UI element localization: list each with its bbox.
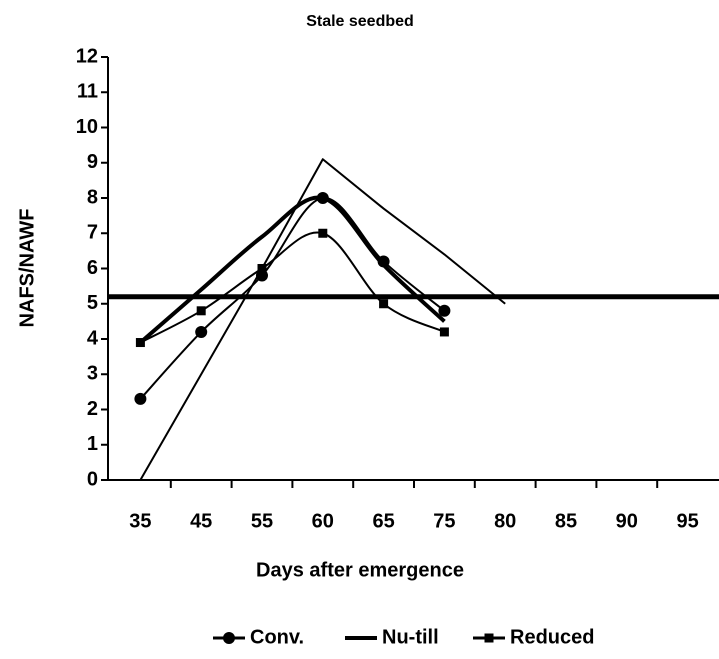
legend-label: Conv. xyxy=(250,626,304,648)
x-tick-label: 60 xyxy=(312,510,334,532)
y-tick-label: 0 xyxy=(87,468,98,490)
y-tick-label: 4 xyxy=(87,327,99,349)
data-point xyxy=(134,392,147,405)
legend-label: Nu-till xyxy=(382,626,439,648)
legend-marker xyxy=(223,632,235,644)
y-tick-label: 12 xyxy=(76,45,98,67)
y-tick-label: 11 xyxy=(77,81,98,103)
data-point xyxy=(196,306,206,316)
y-tick-label: 8 xyxy=(87,186,98,208)
x-axis-title: Days after emergence xyxy=(256,559,464,581)
y-tick-label: 5 xyxy=(87,292,98,314)
y-tick-label: 6 xyxy=(87,257,98,279)
y-tick-label: 3 xyxy=(87,363,98,385)
data-point xyxy=(379,299,389,309)
x-tick-label: 45 xyxy=(190,510,212,532)
y-tick-label: 9 xyxy=(87,151,98,173)
data-point xyxy=(438,304,451,317)
chart-title: Stale seedbed xyxy=(306,13,414,30)
series-line xyxy=(139,195,446,345)
x-tick-label: 90 xyxy=(616,510,638,532)
series-line xyxy=(139,231,445,344)
x-tick-label: 35 xyxy=(129,510,151,532)
y-tick-label: 10 xyxy=(76,116,98,138)
x-tick-label: 55 xyxy=(251,510,273,532)
y-tick-label: 1 xyxy=(87,433,98,455)
y-tick-label: 7 xyxy=(87,222,98,244)
y-axis-title: NAFS/NAWF xyxy=(16,209,38,328)
data-point xyxy=(195,325,208,338)
series-line xyxy=(139,158,506,481)
x-tick-label: 85 xyxy=(555,510,577,532)
data-point xyxy=(318,228,328,238)
x-tick-label: 95 xyxy=(676,510,698,532)
x-tick-label: 80 xyxy=(494,510,516,532)
x-tick-label: 65 xyxy=(372,510,394,532)
legend-label: Reduced xyxy=(510,626,594,648)
legend-marker xyxy=(484,633,494,643)
y-tick-label: 2 xyxy=(87,398,98,420)
data-point xyxy=(439,327,449,337)
data-point xyxy=(135,338,145,348)
x-tick-label: 75 xyxy=(433,510,455,532)
